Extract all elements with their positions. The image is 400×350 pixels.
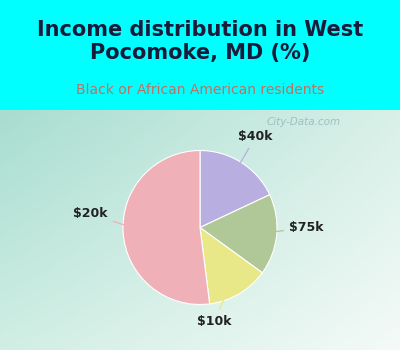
Text: $40k: $40k [235,130,273,172]
Wedge shape [200,150,270,228]
Text: Black or African American residents: Black or African American residents [76,83,324,97]
Wedge shape [200,228,262,304]
Wedge shape [200,195,277,273]
Text: City-Data.com: City-Data.com [267,118,341,127]
Text: Income distribution in West
Pocomoke, MD (%): Income distribution in West Pocomoke, MD… [37,20,363,63]
Text: $75k: $75k [266,221,324,234]
Text: $20k: $20k [74,207,140,230]
Text: $10k: $10k [197,284,231,328]
Wedge shape [123,150,210,304]
